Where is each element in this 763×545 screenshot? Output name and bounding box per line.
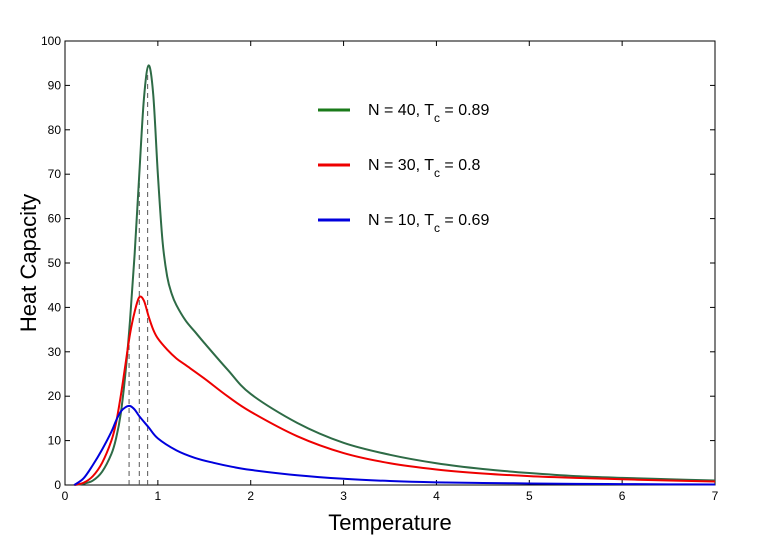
y-tick-label: 0 — [54, 478, 61, 492]
legend-label: N = 30, Tc = 0.8 — [368, 157, 481, 180]
x-tick-label: 2 — [247, 489, 254, 503]
legend: N = 40, Tc = 0.89 N = 30, Tc = 0.8 N = 10,… — [318, 102, 489, 235]
x-axis-label: Temperature — [328, 510, 452, 535]
y-tick-label: 10 — [48, 434, 62, 448]
y-tick-label: 80 — [48, 123, 62, 137]
y-tick-label: 20 — [48, 389, 62, 403]
x-tick-label: 3 — [340, 489, 347, 503]
critical-temperature-markers — [128, 72, 149, 485]
y-tick-label: 40 — [48, 300, 62, 314]
y-tick-label: 60 — [48, 212, 62, 226]
y-tick-label: 70 — [48, 167, 62, 181]
y-axis-label: Heat Capacity — [16, 194, 41, 332]
x-tick-label: 5 — [526, 489, 533, 503]
y-tick-label: 50 — [48, 256, 62, 270]
y-tick-label: 90 — [48, 78, 62, 92]
series-lines — [73, 64, 716, 486]
series-line — [73, 404, 716, 486]
y-tick-label: 30 — [48, 345, 62, 359]
legend-label: N = 10, Tc = 0.69 — [368, 212, 489, 235]
x-tick-label: 6 — [619, 489, 626, 503]
x-tick-label: 4 — [433, 489, 440, 503]
legend-label: N = 40, Tc = 0.89 — [368, 102, 489, 125]
x-tick-label: 1 — [155, 489, 162, 503]
x-tick-label: 0 — [62, 489, 69, 503]
y-tick-label: 100 — [41, 34, 61, 48]
x-tick-label: 7 — [712, 489, 719, 503]
series-line — [74, 64, 716, 486]
